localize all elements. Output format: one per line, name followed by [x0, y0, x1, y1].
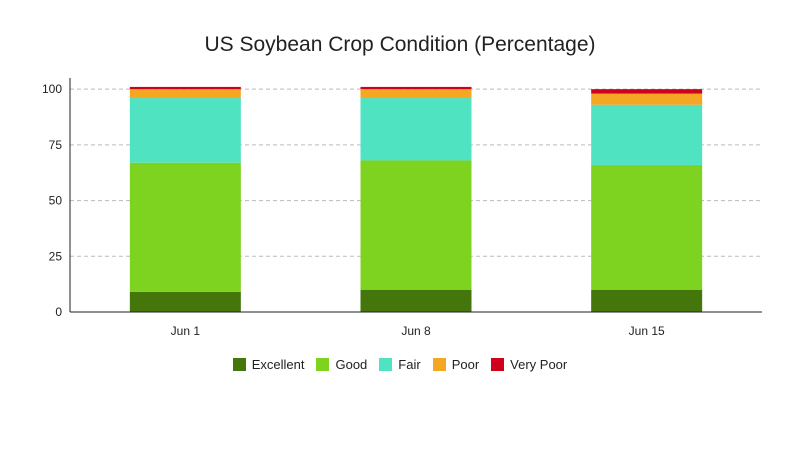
y-tick-label: 100	[42, 82, 62, 96]
bar-segment-fair	[360, 98, 472, 161]
bar-segment-very-poor	[591, 89, 703, 94]
bar-segment-poor	[360, 89, 472, 99]
legend-label: Good	[335, 357, 368, 372]
bar-segment-poor	[129, 89, 241, 99]
y-tick-label: 0	[55, 305, 62, 319]
bar-segment-excellent	[591, 289, 703, 312]
bar-segment-excellent	[129, 291, 241, 312]
legend-swatch	[432, 358, 446, 371]
legend-item: Excellent	[232, 357, 305, 372]
legend-item: Very Poor	[491, 357, 567, 372]
y-tick-label: 25	[49, 249, 63, 263]
legend-label: Excellent	[251, 357, 305, 372]
x-tick-label: Jun 8	[401, 324, 431, 338]
legend-item: Fair	[379, 357, 421, 372]
chart-title: US Soybean Crop Condition (Percentage)	[204, 33, 596, 56]
legend-label: Fair	[398, 357, 421, 372]
legend-swatch	[316, 358, 330, 371]
legend-label: Poor	[451, 357, 480, 372]
bar-segment-good	[129, 162, 241, 292]
legend-item: Poor	[432, 357, 480, 372]
legend-swatch	[379, 358, 393, 371]
legend-item: Good	[316, 357, 367, 372]
bar-segment-fair	[591, 104, 703, 165]
legend: Excellent Good Fair Poor Very Poor	[0, 357, 800, 372]
y-tick-label: 50	[49, 194, 63, 208]
x-tick-label: Jun 1	[171, 324, 201, 338]
bar-segment-good	[360, 160, 472, 290]
x-tick-label: Jun 15	[629, 324, 665, 338]
bar-segment-good	[591, 164, 703, 290]
bar-segment-very-poor	[129, 86, 241, 90]
y-tick-label: 75	[49, 138, 63, 152]
bar-segment-poor	[591, 93, 703, 105]
legend-swatch	[232, 358, 246, 371]
bar-segment-very-poor	[360, 86, 472, 90]
legend-swatch	[491, 358, 505, 371]
legend-label: Very Poor	[510, 357, 568, 372]
bar-segment-excellent	[360, 289, 472, 312]
bar-segment-fair	[129, 98, 241, 163]
